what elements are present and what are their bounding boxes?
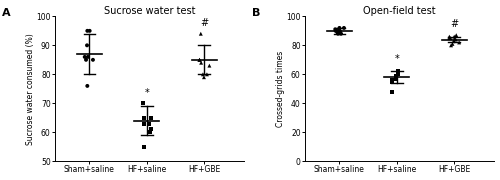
Point xyxy=(84,29,92,32)
Point xyxy=(200,76,208,79)
Text: *: * xyxy=(394,54,399,64)
Point xyxy=(146,131,154,134)
Point xyxy=(388,90,396,93)
Point xyxy=(336,29,344,32)
Point xyxy=(203,73,211,76)
Point xyxy=(392,76,400,79)
Point xyxy=(447,44,455,47)
Point xyxy=(446,37,454,40)
Point xyxy=(140,122,148,125)
Point xyxy=(336,26,344,29)
Point xyxy=(455,41,463,44)
Point xyxy=(199,73,207,76)
Point xyxy=(448,42,456,45)
Point xyxy=(147,116,155,119)
Point xyxy=(392,76,400,79)
Point xyxy=(83,44,91,47)
Point xyxy=(334,31,342,34)
Title: Open-field test: Open-field test xyxy=(364,6,436,15)
Y-axis label: Sucrose water consumed (%): Sucrose water consumed (%) xyxy=(26,33,35,145)
Point xyxy=(82,58,90,61)
Point xyxy=(196,58,203,61)
Point xyxy=(197,61,205,64)
Point xyxy=(140,145,148,148)
Point xyxy=(336,31,344,34)
Point xyxy=(340,26,348,29)
Text: #: # xyxy=(200,18,208,28)
Point xyxy=(452,38,460,41)
Point xyxy=(197,32,205,35)
Point xyxy=(145,122,153,125)
Title: Sucrose water test: Sucrose water test xyxy=(104,6,196,15)
Point xyxy=(86,29,94,32)
Point xyxy=(388,80,396,83)
Point xyxy=(89,58,97,61)
Point xyxy=(332,28,340,31)
Point xyxy=(335,28,343,31)
Point xyxy=(140,116,148,119)
Text: #: # xyxy=(450,19,458,29)
Point xyxy=(84,55,92,58)
Point xyxy=(392,77,400,80)
Text: A: A xyxy=(2,8,10,18)
Point xyxy=(452,34,460,37)
Point xyxy=(446,35,454,38)
Point xyxy=(450,40,458,42)
Y-axis label: Crossed-grids times: Crossed-grids times xyxy=(276,51,285,127)
Text: B: B xyxy=(252,8,260,18)
Point xyxy=(80,55,88,58)
Point xyxy=(146,128,154,131)
Point xyxy=(394,70,402,73)
Point xyxy=(446,37,454,40)
Point xyxy=(450,35,458,38)
Point xyxy=(332,29,340,32)
Point xyxy=(334,32,342,35)
Point xyxy=(337,32,345,35)
Point xyxy=(394,73,402,76)
Point xyxy=(388,79,396,82)
Text: *: * xyxy=(144,87,149,98)
Point xyxy=(392,74,400,77)
Point xyxy=(206,64,214,67)
Point xyxy=(84,84,92,87)
Point xyxy=(196,58,203,61)
Point xyxy=(139,102,147,105)
